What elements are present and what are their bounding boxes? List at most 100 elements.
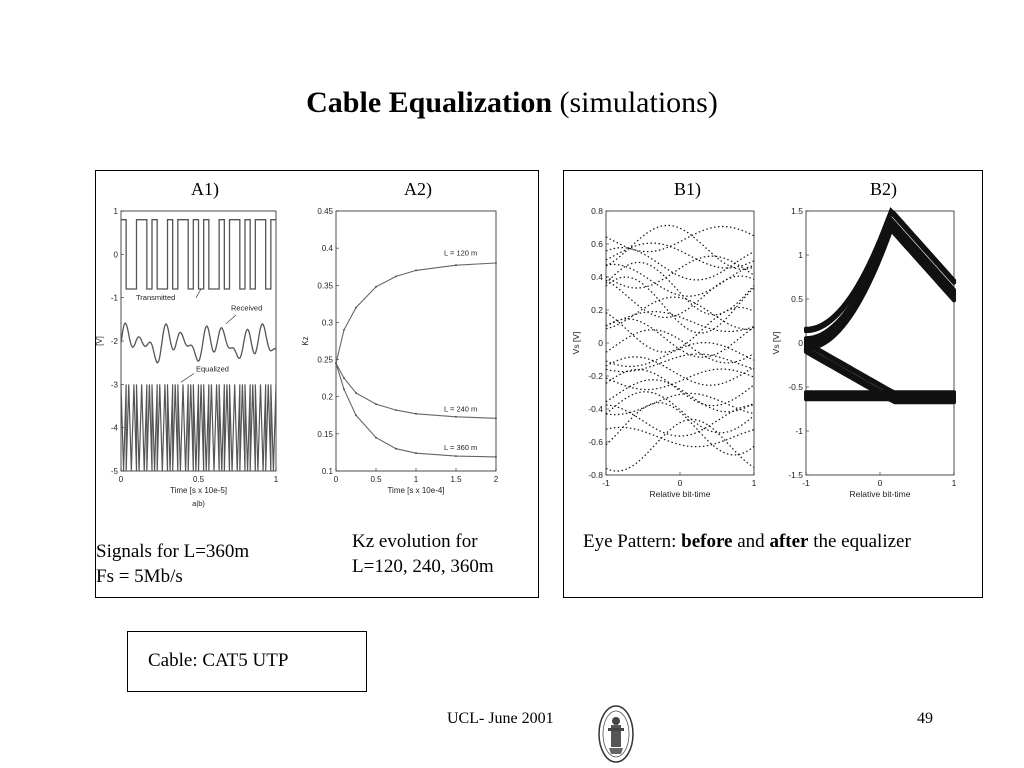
series-point [395,275,397,278]
series-received [120,322,277,364]
page-number: 49 [917,710,933,727]
eye-trace [804,340,956,395]
series-point [375,436,377,439]
x-tick-label: 2 [494,475,499,484]
university-seal-logo [598,705,634,763]
eye-trace [605,404,755,437]
y-tick-label: -5 [111,467,119,476]
series-equalized [120,384,277,472]
series-line [335,363,497,458]
caption-a2: Kz evolution for L=120, 240, 360m [352,529,494,579]
cable-note: Cable: CAT5 UTP [148,650,289,671]
series-point [343,329,345,331]
title-bold: Cable Equalization [306,86,553,119]
eye-trace [605,353,755,373]
caption-b-prefix: Eye Pattern: [583,531,677,552]
caption-b-and: and [737,531,765,552]
caption-b-before: before [681,531,733,552]
eye-trace [605,392,755,416]
eye-trace [804,217,956,342]
annotation-arrow [225,314,237,324]
y-tick-label: 0 [114,250,119,259]
plot-mark: a|b) [192,499,205,508]
y-tick-label: -0.4 [588,404,603,414]
y-tick-label: -1.5 [788,470,803,480]
series-point [375,285,377,288]
label-b1: B1) [674,179,701,199]
y-tick-label: 0.2 [591,305,603,315]
chart-a2: 0.45 0.4 0.35 0.3 0.25 0.2 0.15 0.10 0.5 1 1.5 2 Tim… [301,207,499,495]
y-tick-label: 0.25 [317,356,333,365]
series-label: L = 360 m [444,443,477,452]
eye-trace [605,356,755,386]
eye-trace [605,368,755,407]
caption-b-suffix: the equalizer [813,531,911,552]
y-tick-label: -0.2 [588,371,603,381]
slide-title: Cable Equalization (simulations) [0,86,1024,120]
y-tick-label: 1.5 [791,206,803,216]
annotation-arrow [180,373,195,383]
y-tick-label: 1 [114,207,119,216]
series-point [455,455,457,457]
series-point [343,388,345,391]
y-tick-label: 0.8 [591,206,603,216]
panel-a: A1) A2) 1 0 -1 -2 -3 -4 -5 0 0.5 1 Time [s x 10e-5… [95,170,539,598]
caption-a1: Signals for L=360m Fs = 5Mb/s [96,539,249,589]
caption-b: Eye Pattern: before and after the equali… [583,529,911,554]
plot-frame [605,210,755,476]
series-line [335,363,497,419]
series-line [335,262,497,364]
y-tick-label: 0.35 [317,281,333,290]
series-point [335,362,337,365]
annotation-transmitted: Transmitted [136,293,175,302]
series-label: L = 120 m [444,249,477,258]
series-point [355,306,357,309]
x-tick-label: 0 [119,475,124,484]
x-tick-label: 0 [334,475,339,484]
x-tick-label: 1 [752,478,757,488]
annotation-arrow [195,288,202,298]
y-tick-label: 0.2 [322,393,334,402]
x-tick-label: -1 [802,478,810,488]
eye-trace [605,368,755,391]
eye-trace [605,246,755,281]
series-point [415,269,417,272]
x-tick-label: 0 [678,478,683,488]
y-tick-label: -3 [111,380,119,389]
annotation-received: Received [231,304,262,313]
eye-trace [804,207,956,333]
series-point [375,403,377,405]
caption-b-after: after [769,531,809,552]
y-axis-label: Vs [V] [571,332,581,355]
eye-trace [605,306,755,353]
eye-trace [605,426,755,448]
eye-trace [605,310,755,333]
eye-trace [605,329,755,364]
eye-trace [605,418,755,472]
x-tick-label: 1 [414,475,419,484]
eye-trace [804,346,956,401]
y-tick-label: -2 [111,337,119,346]
label-a2: A2) [404,179,432,199]
series-point [355,414,357,417]
x-axis-label: Time [s x 10e-5] [170,486,227,495]
x-axis-label: Relative bit-time [650,489,711,499]
eye-trace [605,342,755,368]
series-point [395,409,397,411]
series-point [495,456,497,458]
x-axis-label: Relative bit-time [850,489,911,499]
eye-trace [605,276,755,334]
series-point [355,392,357,394]
series-point [495,262,497,264]
series-point [495,417,497,420]
series-transmitted [121,219,276,290]
eye-trace [605,379,755,413]
series-point [343,377,345,379]
eye-traces [605,224,755,472]
annotation-equalized: Equalized [196,364,229,373]
x-tick-label: 0.5 [193,475,205,484]
panel-b: B1) B2) 0.8 0.6 0.4 0.2 0 -0.2 -0.4 -0.6 -0.8 -1 0… [563,170,983,598]
series-point [455,415,457,418]
